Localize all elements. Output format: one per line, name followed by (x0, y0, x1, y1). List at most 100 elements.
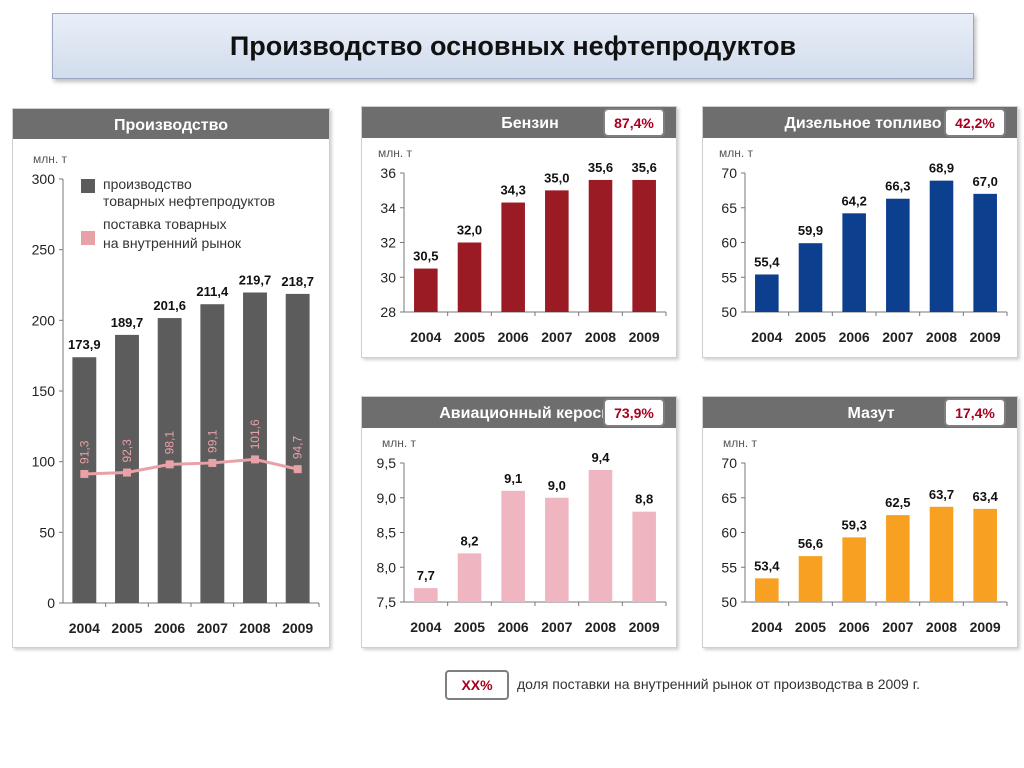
bar-value-label: 7,7 (417, 568, 435, 583)
y-tick-label: 0 (47, 595, 55, 611)
x-tick-label: 2005 (795, 329, 826, 345)
bar (457, 553, 482, 602)
bar (501, 202, 525, 312)
bar (457, 242, 482, 312)
share-badge: 73,9% (614, 405, 654, 421)
diesel-chart: Дизельное топливо 42,2% млн. т 50 55 60 65 70 20… (703, 107, 1017, 345)
badge-legend-text: доля поставки на внутренний рынок от про… (517, 676, 921, 692)
share-badge: 17,4% (955, 405, 995, 421)
x-tick-label: 2008 (926, 619, 957, 635)
bar (973, 193, 997, 312)
bar (414, 268, 438, 312)
bar (973, 508, 997, 602)
line-value-label: 91,3 (77, 440, 91, 464)
y-tick-label: 32 (380, 235, 396, 251)
y-tick-label: 70 (721, 165, 737, 181)
x-tick-label: 2004 (410, 619, 441, 635)
y-tick-label: 65 (721, 200, 737, 216)
bar-value-label: 218,7 (281, 274, 314, 289)
bar-value-label: 64,2 (842, 193, 867, 208)
y-tick-label: 55 (721, 559, 737, 575)
legend-label-production: товарных нефтепродуктов (103, 193, 275, 209)
chart-header (13, 109, 329, 139)
bar-value-label: 62,5 (885, 495, 910, 510)
chart-title: Дизельное топливо (784, 115, 941, 132)
bar-value-label: 219,7 (239, 272, 272, 287)
page-title-banner: Производство основных нефтепродуктов (52, 13, 974, 79)
bar-value-label: 32,0 (457, 223, 482, 238)
line-value-label: 101,6 (248, 419, 262, 449)
y-tick-label: 150 (32, 383, 56, 399)
x-tick-label: 2009 (629, 329, 660, 345)
y-tick-label: 9,5 (377, 455, 397, 471)
bar (545, 190, 569, 312)
bar (588, 179, 613, 312)
chart-title: Мазут (847, 405, 894, 422)
x-tick-label: 2004 (69, 620, 100, 636)
production-chart: Производство млн. т 0 50 100 150 200 250 300 2004… (13, 109, 329, 636)
badge-legend-note: XX% доля поставки на внутренний рынок от… (445, 668, 965, 702)
bar (798, 243, 823, 312)
share-badge: 87,4% (614, 115, 654, 131)
bar-value-label: 35,0 (544, 170, 569, 185)
y-tick-label: 50 (721, 594, 737, 610)
line-point (165, 460, 174, 469)
bar (632, 511, 656, 602)
diesel-chart-panel: Дизельное топливо 42,2% млн. т 50 55 60 65 70 20… (702, 106, 1018, 358)
bar-value-label: 59,9 (798, 223, 823, 238)
x-tick-label: 2006 (839, 619, 870, 635)
line-point (208, 458, 217, 467)
bar-value-label: 56,6 (798, 536, 823, 551)
x-tick-label: 2009 (970, 619, 1001, 635)
share-badge-box (944, 398, 1006, 427)
x-tick-label: 2004 (751, 329, 782, 345)
y-tick-label: 36 (380, 165, 396, 181)
y-tick-label: 300 (32, 171, 56, 187)
fuel-oil-chart-panel: Мазут 17,4% млн. т 50 55 60 65 70 2004 2005 2006 20… (702, 396, 1018, 648)
y-tick-label: 8,0 (377, 559, 397, 575)
y-tick-label: 65 (721, 490, 737, 506)
bar-value-label: 9,0 (548, 478, 566, 493)
bar (755, 578, 779, 602)
bar-value-label: 35,6 (588, 160, 613, 175)
bar-value-label: 8,8 (635, 492, 653, 507)
bar-value-label: 34,3 (501, 183, 526, 198)
legend-swatch-domestic (81, 231, 95, 245)
bar-value-label: 9,4 (591, 450, 610, 465)
y-tick-label: 55 (721, 269, 737, 285)
y-tick-label: 9,0 (377, 490, 397, 506)
bar (929, 506, 954, 602)
line-point (80, 469, 89, 478)
y-tick-label: 100 (32, 454, 56, 470)
share-badge: 42,2% (955, 115, 995, 131)
y-tick-label: 250 (32, 242, 56, 258)
line-point (251, 455, 259, 464)
x-tick-label: 2006 (498, 329, 529, 345)
x-tick-label: 2007 (882, 619, 913, 635)
y-tick-label: 60 (721, 525, 737, 541)
bar-value-label: 66,3 (885, 179, 910, 194)
legend-label-domestic: на внутренний рынок (103, 235, 242, 251)
legend-label-domestic: поставка товарных (103, 216, 227, 232)
x-tick-label: 2005 (795, 619, 826, 635)
x-tick-label: 2005 (111, 620, 142, 636)
series-line (84, 457, 299, 476)
line-point (293, 465, 302, 474)
legend-label-production: производство (103, 176, 192, 192)
unit-label: млн. т (723, 436, 758, 450)
line-value-label: 92,3 (120, 439, 134, 463)
bar (886, 198, 910, 312)
x-tick-label: 2009 (282, 620, 313, 636)
x-tick-label: 2007 (882, 329, 913, 345)
chart-title: Производство (114, 117, 228, 134)
unit-label: млн. т (33, 152, 68, 166)
x-tick-label: 2008 (585, 619, 616, 635)
bar (929, 180, 954, 312)
bar-value-label: 67,0 (973, 174, 998, 189)
y-tick-label: 28 (380, 304, 396, 320)
bar (72, 357, 97, 603)
badge-sample: XX% (445, 670, 509, 700)
bar-value-label: 63,7 (929, 487, 954, 502)
kerosene-chart-panel: Авиационный керосин 73,9% млн. т 7,5 8,0 8,5 9… (361, 396, 677, 648)
